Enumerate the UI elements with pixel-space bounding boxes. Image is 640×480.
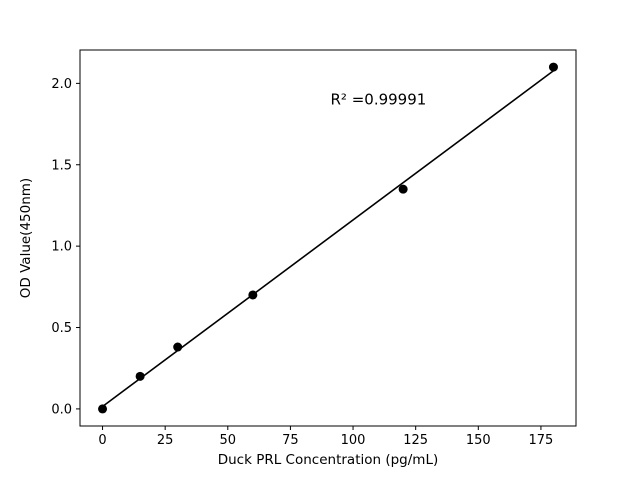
x-tick-label: 175 [529,433,554,448]
x-tick-label: 75 [282,433,299,448]
y-tick-label: 0.5 [51,321,72,336]
data-point [548,62,558,72]
y-tick-label: 1.0 [51,240,72,255]
data-point [173,342,183,352]
x-tick-label: 100 [341,433,366,448]
x-tick-label: 50 [220,433,237,448]
data-point [398,184,408,194]
x-tick-label: 0 [98,433,106,448]
y-axis-label: OD Value(450nm) [18,178,34,298]
r-squared-annotation: R² =0.99991 [331,91,427,109]
x-tick-label: 150 [466,433,491,448]
y-tick-label: 2.0 [51,77,72,92]
y-tick-label: 0.0 [51,402,72,417]
data-point [98,404,108,414]
x-axis-label: Duck PRL Concentration (pg/mL) [218,452,439,468]
data-point [248,290,258,300]
data-point [135,371,145,381]
y-tick-label: 1.5 [51,158,72,173]
x-tick-label: 25 [157,433,174,448]
x-tick-label: 125 [403,433,428,448]
plot-frame [79,49,577,427]
